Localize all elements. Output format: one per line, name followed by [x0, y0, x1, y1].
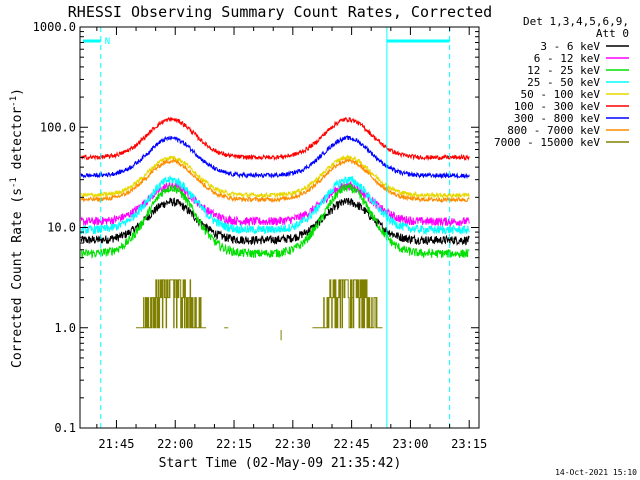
y-axis-label-end: ): [10, 88, 25, 96]
plot-area: N 1000.0 100.0 10.0 1.0 0.1 21:45 22:00 22:15 22…: [33, 20, 488, 451]
series-line-8-burst-1: [312, 279, 383, 329]
y-tick-label-0: 1000.0: [33, 20, 76, 34]
legend-label-1: 6 - 12 keV: [534, 52, 601, 65]
y-tick-label-2: 10.0: [47, 221, 76, 235]
legend-label-3: 25 - 50 keV: [527, 76, 600, 89]
legend-label-2: 12 - 25 keV: [527, 64, 600, 77]
x-tick-label-6: 23:15: [451, 437, 487, 451]
generation-timestamp: 14-Oct-2021 15:10: [555, 468, 637, 477]
night-marker-label: N: [105, 37, 110, 47]
series-line-6: [80, 134, 470, 180]
x-tick-label-2: 22:15: [216, 437, 252, 451]
legend-label-5: 100 - 300 keV: [514, 100, 600, 113]
legend-label-6: 300 - 800 keV: [514, 112, 600, 125]
series-line-7: [80, 157, 470, 204]
legend-header-line-2: Att 0: [596, 27, 629, 40]
chart-title: RHESSI Observing Summary Count Rates, Co…: [68, 3, 492, 21]
axes: 1000.0 100.0 10.0 1.0 0.1 21:45 22:00 22:15 22:3…: [33, 20, 488, 451]
x-tick-label-5: 23:00: [392, 437, 428, 451]
y-axis-label-main: Corrected Count Rate (s: [10, 188, 25, 368]
legend-label-0: 3 - 6 keV: [540, 40, 600, 53]
legend-label-7: 800 - 7000 keV: [507, 124, 600, 137]
series-layer: [80, 116, 470, 341]
y-axis-label-sup1: -1: [9, 177, 19, 188]
x-tick-label-4: 22:45: [334, 437, 370, 451]
y-axis-label-mid: detector: [10, 107, 25, 178]
x-tick-label-0: 21:45: [98, 437, 134, 451]
y-tick-label-1: 100.0: [40, 120, 76, 134]
series-line-4: [80, 153, 470, 200]
legend-label-4: 50 - 100 keV: [521, 88, 601, 101]
y-axis-label-sup2: -1: [9, 96, 19, 107]
series-line-3: [80, 175, 470, 236]
series-line-2: [80, 183, 470, 260]
x-tick-label-1: 22:00: [157, 437, 193, 451]
series-line-8-burst-0: [136, 279, 207, 329]
y-tick-label-3: 1.0: [54, 321, 76, 335]
series-line-1: [80, 180, 470, 227]
y-axis-label: Corrected Count Rate (s-1 detector-1): [9, 88, 25, 368]
series-line-5: [81, 116, 470, 162]
x-axis-label: Start Time (02-May-09 21:35:42): [159, 456, 402, 471]
y-tick-label-4: 0.1: [54, 421, 76, 435]
legend-header-line-1: Det 1,3,4,5,6,9,: [523, 15, 629, 28]
saa-night-markers: N: [83, 27, 451, 428]
x-tick-label-3: 22:30: [275, 437, 311, 451]
legend-label-8: 7000 - 15000 keV: [494, 136, 600, 149]
